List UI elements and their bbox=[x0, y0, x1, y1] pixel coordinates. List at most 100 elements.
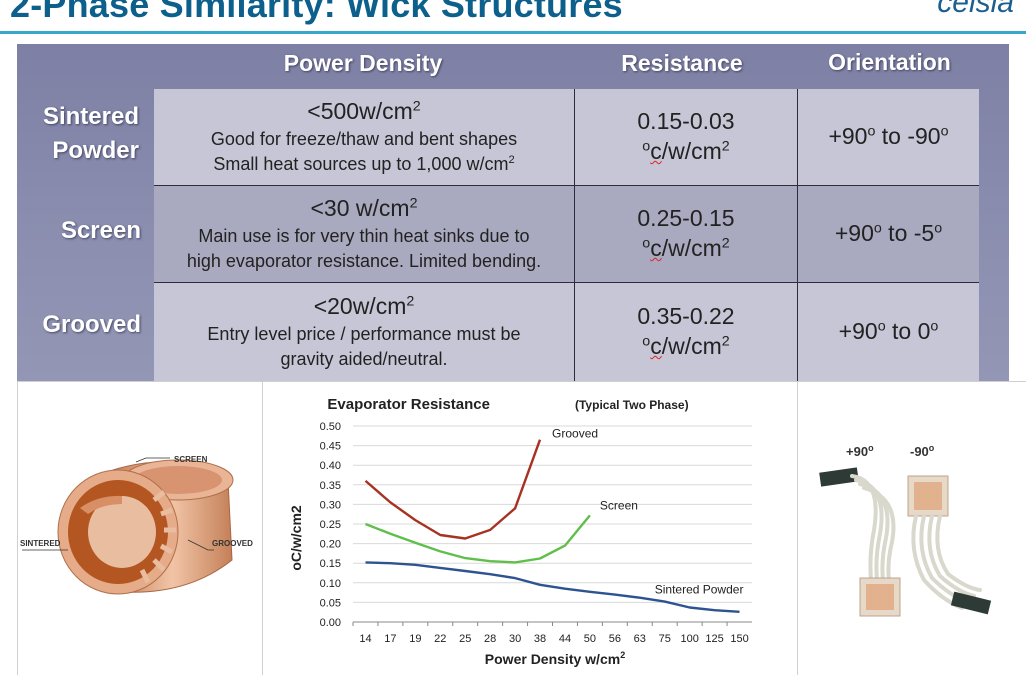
y-tick-label: 0.50 bbox=[320, 421, 341, 433]
orientation-value: +90o to -90o bbox=[828, 123, 949, 150]
power-cell-screen: <30 w/cm2 Main use is for very thin heat… bbox=[154, 186, 575, 283]
y-tick-label: 0.05 bbox=[320, 597, 341, 609]
chart-gridlines bbox=[353, 425, 752, 623]
divider-left-edge bbox=[17, 381, 18, 675]
y-tick-label: 0.40 bbox=[320, 460, 341, 472]
power-note: Good for freeze/thaw and bent shapes bbox=[210, 128, 518, 149]
x-tick-label: 44 bbox=[559, 633, 571, 645]
y-tick-label: 0.35 bbox=[320, 480, 341, 492]
y-axis-label-text: oC/w/cm2 bbox=[288, 505, 304, 571]
power-note: Small heat sources up to 1,000 w/cm2 bbox=[213, 153, 515, 174]
series-label: Sintered Powder bbox=[655, 583, 744, 597]
resistance-range: 0.35-0.22 bbox=[637, 303, 735, 330]
resistance-cell-grooved: 0.35-0.22 oc/w/cm2 bbox=[575, 283, 798, 381]
slide-header: 2-Phase Similarity: Wick Structures cels… bbox=[0, 0, 1026, 36]
header-resistance: Resistance bbox=[621, 50, 743, 76]
series-label: Grooved bbox=[552, 427, 598, 441]
row-label-line: Sintered bbox=[42, 103, 139, 130]
power-note: gravity aided/neutral. bbox=[280, 348, 448, 369]
label-screen: SCREEN bbox=[174, 455, 208, 464]
lower-content-frame bbox=[17, 381, 1026, 675]
power-value: <30 w/cm2 bbox=[310, 194, 418, 221]
x-axis-label: Power Density w/cm2 bbox=[485, 650, 625, 667]
x-tick-label: 63 bbox=[634, 633, 646, 645]
x-tick-label: 25 bbox=[459, 633, 471, 645]
y-tick-label: 0.15 bbox=[320, 558, 341, 570]
power-note: high evaporator resistance. Limited bend… bbox=[186, 250, 542, 271]
power-value: <20w/cm2 bbox=[313, 292, 415, 319]
row-label-line: Powder bbox=[52, 136, 139, 164]
orientation-value: +90o to 0o bbox=[838, 318, 939, 345]
y-tick-label: 0.30 bbox=[320, 499, 341, 511]
row-label-grooved: Grooved bbox=[17, 308, 141, 342]
y-tick-label: 0.10 bbox=[320, 578, 341, 590]
resistance-unit: oc/w/cm2 bbox=[642, 333, 730, 359]
divider-right bbox=[797, 381, 798, 675]
x-tick-label: 28 bbox=[484, 633, 496, 645]
cut-face bbox=[57, 469, 179, 595]
label-plus-90: +90o bbox=[846, 443, 874, 459]
resistance-unit: oc/w/cm2 bbox=[642, 235, 730, 261]
resistance-unit: oc/w/cm2 bbox=[642, 138, 730, 164]
label-sintered: SINTERED bbox=[20, 539, 61, 548]
label-minus-90: -90o bbox=[910, 443, 935, 459]
x-tick-label: 125 bbox=[705, 633, 723, 645]
series-line-screen bbox=[365, 514, 591, 564]
row-label-line: Grooved bbox=[42, 311, 141, 338]
assembly-minus-90 bbox=[907, 475, 992, 615]
title-underline bbox=[0, 31, 1026, 34]
row-label-screen: Screen bbox=[17, 214, 141, 248]
x-tick-label: 19 bbox=[409, 633, 421, 645]
x-axis-ticks: 14 17 19 22 25 28 30 38 44 50 56 63 75 100 125 150 bbox=[352, 622, 749, 645]
x-tick-label: 17 bbox=[384, 633, 396, 645]
resistance-range: 0.15-0.03 bbox=[637, 108, 735, 135]
divider-left bbox=[262, 381, 263, 675]
power-note: Main use is for very thin heat sinks due… bbox=[198, 225, 530, 246]
chart-subtitle: (Typical Two Phase) bbox=[575, 398, 689, 412]
header-power-density: Power Density bbox=[283, 50, 443, 76]
power-cell-grooved: <20w/cm2 Entry level price / performance… bbox=[154, 283, 575, 381]
row-label-line: Screen bbox=[60, 217, 141, 244]
chart-series bbox=[364, 439, 740, 613]
y-tick-label: 0.00 bbox=[320, 617, 341, 629]
series-label: Screen bbox=[600, 498, 638, 512]
resistance-range: 0.25-0.15 bbox=[637, 205, 735, 232]
series-labels: Grooved Screen Sintered Powder bbox=[552, 427, 743, 597]
x-tick-label: 30 bbox=[509, 633, 521, 645]
evaporator-resistance-chart: Evaporator Resistance (Typical Two Phase… bbox=[288, 396, 752, 667]
orientation-value: +90o to -5o bbox=[834, 220, 943, 247]
x-tick-label: 75 bbox=[659, 633, 671, 645]
orientation-cell-screen: +90o to -5o bbox=[798, 186, 979, 283]
x-tick-label: 100 bbox=[680, 633, 698, 645]
label-grooved: GROOVED bbox=[212, 539, 253, 548]
celsia-logo: celsia bbox=[937, 0, 1014, 19]
series-line-sintered-powder bbox=[365, 561, 740, 613]
x-tick-label: 56 bbox=[609, 633, 621, 645]
series-line-grooved bbox=[364, 439, 542, 540]
y-axis-ticks: 0.00 0.05 0.10 0.15 0.20 0.25 0.30 0.35 0.40 0.45… bbox=[320, 421, 341, 629]
slide-title: 2-Phase Similarity: Wick Structures bbox=[10, 0, 623, 25]
resistance-cell-sintered: 0.15-0.03 oc/w/cm2 bbox=[575, 89, 798, 186]
x-tick-label: 50 bbox=[584, 633, 596, 645]
wick-comparison-table: Power Density Resistance Orientation Sin… bbox=[17, 44, 1009, 381]
power-note: Entry level price / performance must be bbox=[207, 323, 521, 344]
header-orientation: Orientation bbox=[828, 49, 951, 75]
y-tick-label: 0.20 bbox=[320, 539, 341, 551]
orientation-cell-sintered: +90o to -90o bbox=[798, 89, 979, 186]
row-label-sintered-powder: Sintered Powder bbox=[17, 100, 139, 167]
heat-pipe-assembly-photo: +90o -90o bbox=[819, 443, 992, 617]
power-cell-sintered: <500w/cm2 Good for freeze/thaw and bent … bbox=[154, 89, 575, 186]
y-axis-label: oC/w/cm2 bbox=[288, 505, 304, 571]
x-tick-label: 14 bbox=[359, 633, 371, 645]
assembly-plus-90 bbox=[819, 467, 901, 617]
resistance-cell-screen: 0.25-0.15 oc/w/cm2 bbox=[575, 186, 798, 283]
x-tick-label: 150 bbox=[730, 633, 748, 645]
y-tick-label: 0.45 bbox=[320, 441, 341, 453]
x-tick-label: 22 bbox=[434, 633, 446, 645]
wick-cross-section-illustration: SCREEN SINTERED GROOVED bbox=[20, 455, 253, 595]
chart-title: Evaporator Resistance bbox=[327, 396, 490, 413]
x-tick-label: 38 bbox=[534, 633, 546, 645]
callout-lines bbox=[22, 457, 214, 551]
y-tick-label: 0.25 bbox=[320, 519, 341, 531]
orientation-cell-grooved: +90o to 0o bbox=[798, 283, 979, 381]
